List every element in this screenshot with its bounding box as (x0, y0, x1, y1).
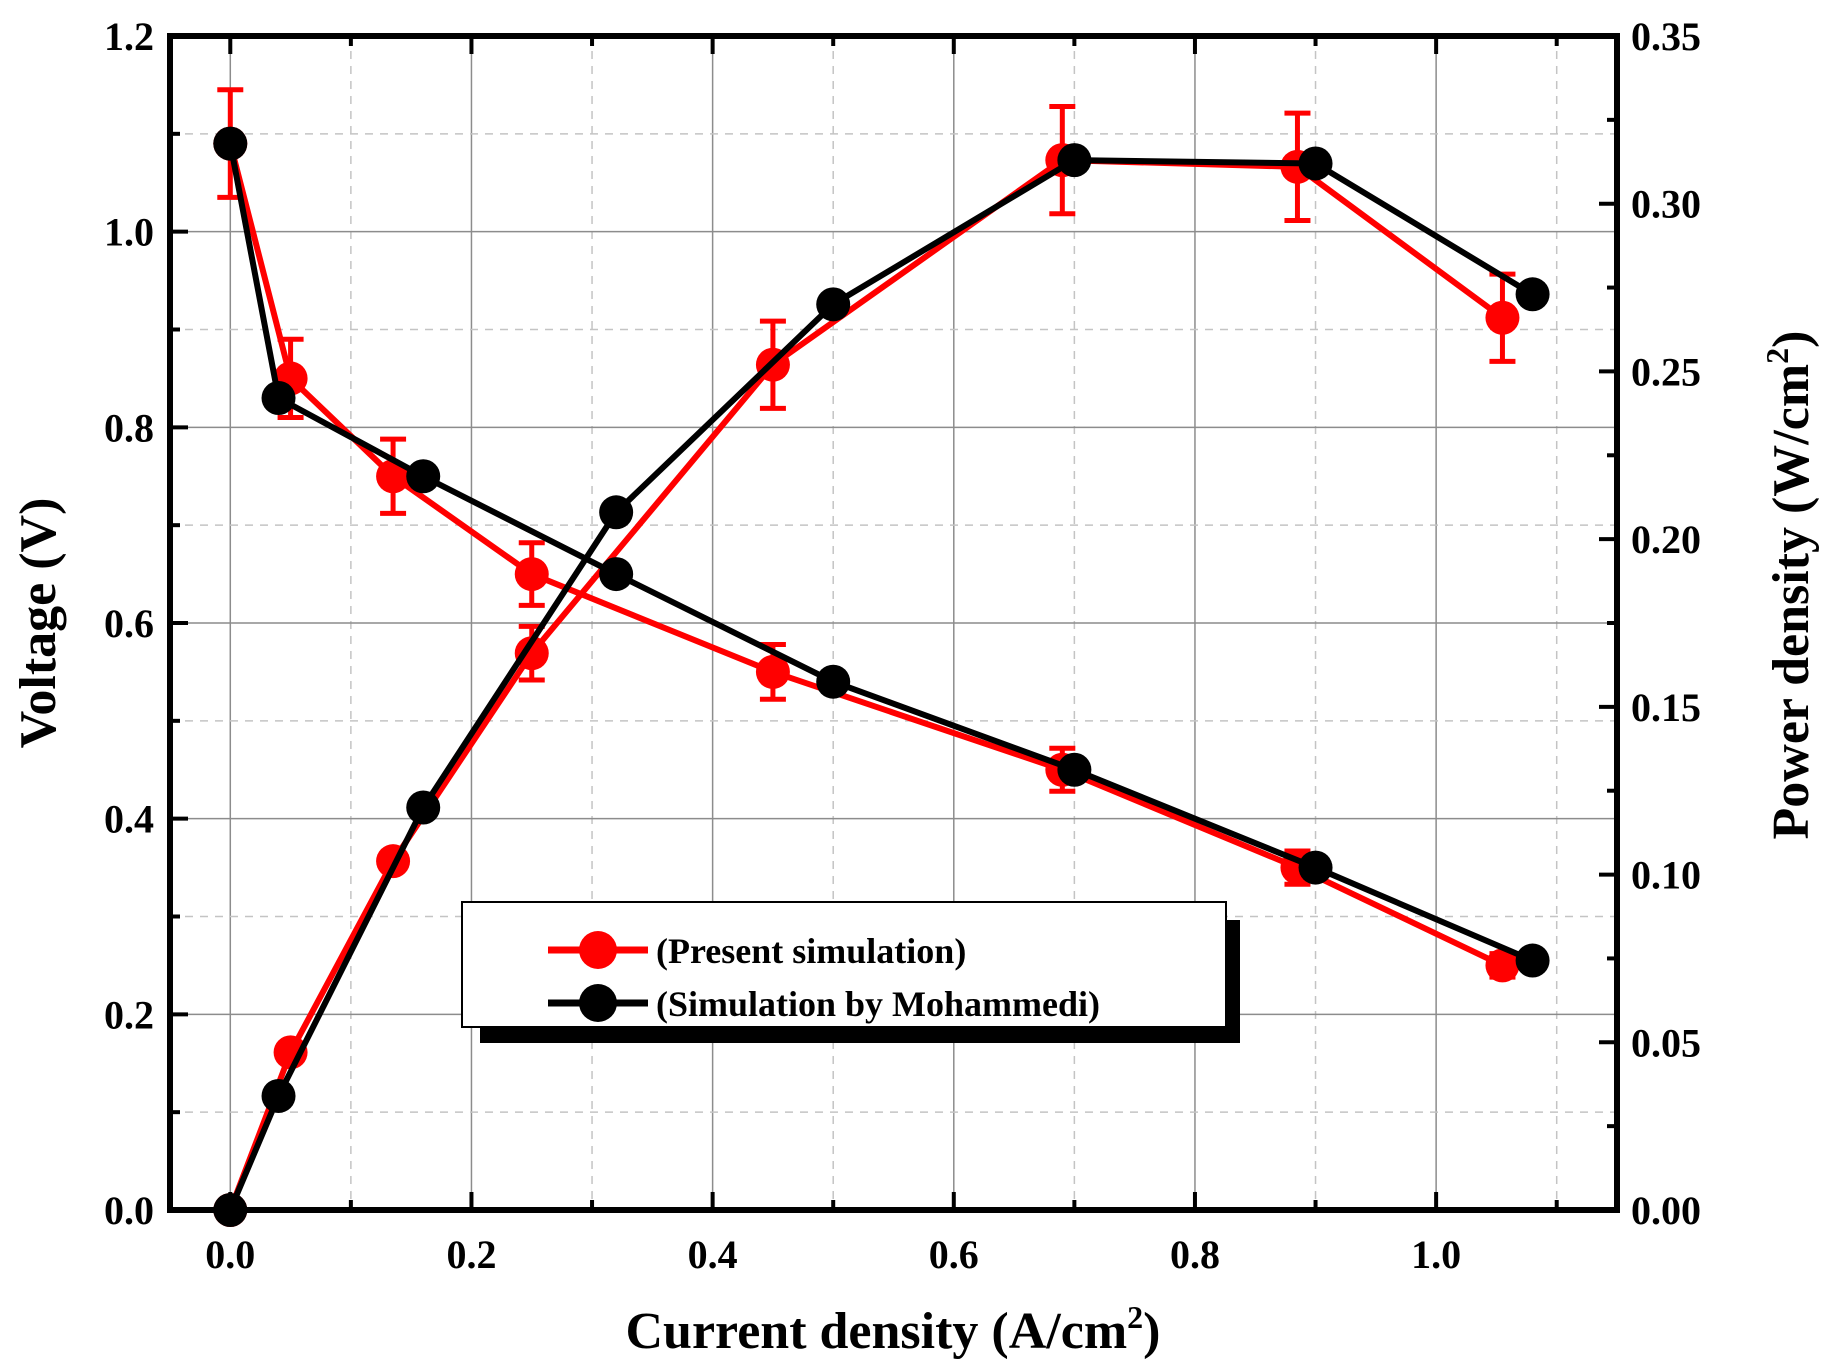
x-tick-label: 1.0 (1411, 1232, 1461, 1277)
mohammedi-power-point (599, 495, 634, 530)
mohammedi-voltage-point (1057, 752, 1092, 787)
present-power-line (227, 157, 1505, 1212)
ticks: 0.0 0.2 0.4 0.6 0.8 1.0 0.0 0.2 0.4 0.6 0.8 1.0 1.2 0… (104, 14, 1701, 1277)
y-left-tick-label: 0.4 (104, 797, 154, 842)
legend-label-present: (Present simulation) (656, 931, 966, 971)
present-power-point (514, 636, 549, 671)
y-right-tick-label: 0.05 (1631, 1020, 1701, 1065)
y-right-axis-title: Power density (W/cm2) (1759, 331, 1820, 840)
y-left-tick-label: 1.2 (104, 14, 154, 59)
y-right-tick-label: 0.20 (1631, 517, 1701, 562)
series-layer (213, 87, 1550, 1227)
y-right-tick-label: 0.00 (1631, 1188, 1701, 1233)
present-power-point (1485, 300, 1520, 335)
y-left-tick-label: 0.8 (104, 405, 154, 450)
y-right-tick-label: 0.10 (1631, 853, 1701, 898)
x-axis-title: Current density (A/cm2) (626, 1299, 1161, 1360)
y-right-tick-label: 0.25 (1631, 349, 1701, 394)
mohammedi-power-point (261, 1078, 296, 1113)
mohammedi-voltage-point (406, 459, 441, 494)
y-left-axis-title: Voltage (V) (10, 498, 67, 749)
x-tick-label: 0.8 (1170, 1232, 1220, 1277)
mohammedi-power-point (1298, 146, 1333, 181)
present-voltage-line (227, 142, 1504, 969)
mohammedi-power-point (1057, 143, 1092, 178)
mohammedi-power-point (406, 790, 441, 825)
legend-marker-present (579, 931, 617, 969)
y-right-tick-label: 0.30 (1631, 182, 1701, 227)
legend-label-mohammedi: (Simulation by Mohammedi) (656, 984, 1100, 1024)
present-voltage-point (514, 557, 549, 592)
x-tick-label: 0.4 (688, 1232, 738, 1277)
mohammedi-power-point (1515, 277, 1550, 312)
present-voltage-point (755, 654, 790, 689)
mohammedi-voltage-point (599, 557, 634, 592)
mohammedi-voltage-line (227, 143, 1534, 964)
x-tick-label: 0.0 (205, 1232, 255, 1277)
x-tick-label: 0.2 (446, 1232, 496, 1277)
legend: (Present simulation) (Simulation by Moha… (461, 901, 1240, 1043)
y-right-tick-label: 0.15 (1631, 685, 1701, 730)
mohammedi-voltage-point (1515, 943, 1550, 978)
mohammedi-voltage-point (816, 664, 851, 699)
present-voltage-point (1485, 948, 1520, 983)
mohammedi-voltage-point (261, 380, 296, 415)
y-left-tick-label: 1.0 (104, 210, 154, 255)
mohammedi-power-point (816, 287, 851, 322)
legend-marker-mohammedi (579, 984, 617, 1022)
y-right-tick-label: 0.35 (1631, 14, 1701, 59)
y-left-tick-label: 0.2 (104, 992, 154, 1037)
mohammedi-voltage-point (1298, 850, 1333, 885)
y-left-tick-label: 0.0 (104, 1188, 154, 1233)
y-left-tick-label: 0.6 (104, 601, 154, 646)
mohammedi-power-line (227, 157, 1535, 1212)
x-tick-label: 0.6 (929, 1232, 979, 1277)
mohammedi-voltage-point (213, 126, 248, 161)
